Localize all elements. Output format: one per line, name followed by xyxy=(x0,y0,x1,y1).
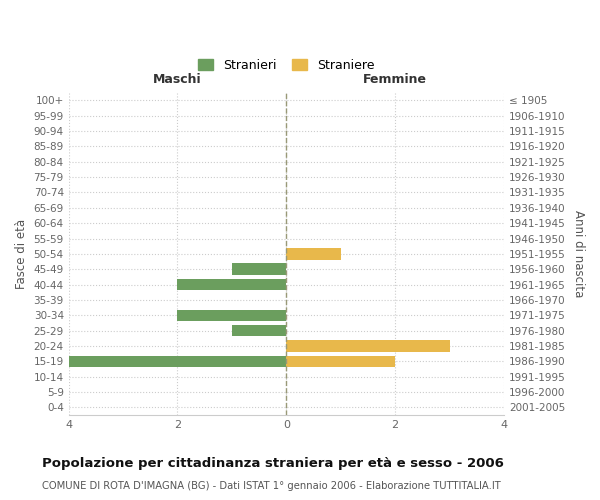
Y-axis label: Anni di nascita: Anni di nascita xyxy=(572,210,585,298)
Legend: Stranieri, Straniere: Stranieri, Straniere xyxy=(193,54,379,77)
Bar xyxy=(232,264,286,275)
Bar xyxy=(232,325,286,336)
Bar xyxy=(286,356,395,367)
Text: Popolazione per cittadinanza straniera per età e sesso - 2006: Popolazione per cittadinanza straniera p… xyxy=(42,458,504,470)
Text: Femmine: Femmine xyxy=(363,73,427,86)
Bar xyxy=(286,248,341,260)
Bar xyxy=(286,340,449,352)
Bar xyxy=(178,310,286,321)
Bar xyxy=(178,279,286,290)
Text: COMUNE DI ROTA D'IMAGNA (BG) - Dati ISTAT 1° gennaio 2006 - Elaborazione TUTTITA: COMUNE DI ROTA D'IMAGNA (BG) - Dati ISTA… xyxy=(42,481,501,491)
Text: Maschi: Maschi xyxy=(153,73,202,86)
Bar xyxy=(68,356,286,367)
Y-axis label: Fasce di età: Fasce di età xyxy=(15,219,28,289)
